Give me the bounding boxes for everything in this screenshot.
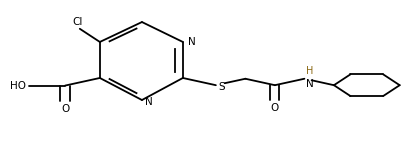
Text: HO: HO — [10, 81, 26, 91]
Text: N: N — [188, 37, 195, 47]
Text: S: S — [219, 82, 225, 92]
Text: O: O — [61, 104, 69, 114]
Text: N: N — [145, 97, 153, 107]
Text: N: N — [306, 79, 314, 90]
Text: H: H — [306, 66, 314, 76]
Text: Cl: Cl — [73, 17, 83, 26]
Text: O: O — [271, 103, 279, 113]
